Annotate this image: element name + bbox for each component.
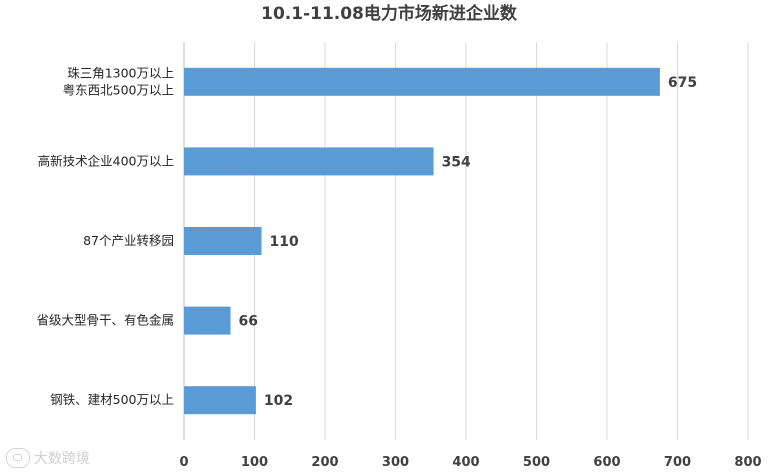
chat-bubble-icon [6, 448, 30, 468]
data-label: 110 [270, 234, 299, 250]
category-label: 省级大型骨干、有色金属 [36, 313, 174, 328]
x-tick-label: 500 [523, 455, 550, 470]
x-tick-label: 600 [593, 455, 620, 470]
x-tick-label: 200 [311, 455, 338, 470]
value-labels: 675 354 110 66 102 [239, 75, 698, 409]
data-label: 66 [239, 314, 258, 330]
x-tick-label: 800 [734, 455, 761, 470]
bar [184, 227, 262, 255]
category-label: 高新技术企业400万以上 [38, 153, 174, 168]
gridlines [183, 42, 749, 440]
bar [184, 386, 256, 415]
watermark-text: 大数跨境 [34, 451, 90, 467]
data-label: 675 [668, 75, 697, 91]
bar [184, 147, 434, 176]
category-label: 钢铁、建材500万以上 [50, 392, 174, 407]
x-tick-label: 0 [179, 455, 188, 470]
x-axis-tick-labels: 0 100 200 300 400 500 600 700 800 [179, 455, 761, 470]
data-label: 102 [264, 393, 293, 409]
bar [184, 306, 231, 335]
x-tick-label: 700 [664, 455, 691, 470]
bars [184, 67, 660, 415]
x-tick-label: 100 [241, 455, 268, 470]
x-tick-label: 300 [382, 455, 409, 470]
chart-title: 10.1-11.08电力市场新进企业数 [261, 3, 518, 24]
category-label: 87个产业转移园 [83, 233, 174, 248]
category-label: 珠三角1300万以上粤东西北500万以上 [63, 65, 174, 97]
x-tick-label: 400 [452, 455, 479, 470]
data-label: 354 [442, 154, 471, 170]
bar [184, 67, 660, 96]
watermark: 大数跨境 [6, 448, 90, 468]
